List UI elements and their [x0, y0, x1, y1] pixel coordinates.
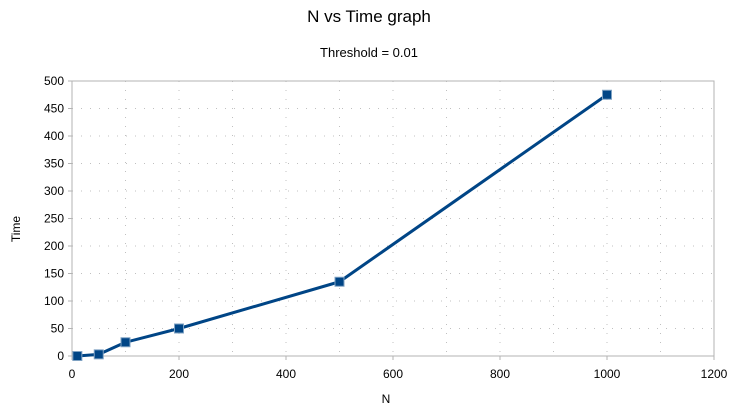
x-tick-label: 800	[490, 367, 510, 381]
x-tick-label: 0	[69, 367, 76, 381]
data-point-marker	[174, 323, 184, 334]
data-point-marker	[72, 351, 83, 361]
y-tick-label: 250	[44, 212, 64, 226]
axis-ticks: 0 200 400 600 800 1000 1200 0 50 100 150 200 250 300 3…	[44, 74, 728, 381]
chart-subtitle: Threshold = 0.01	[320, 45, 418, 60]
data-point-marker	[93, 349, 104, 360]
data-point-marker	[120, 337, 131, 348]
data-point-marker	[334, 276, 345, 287]
x-tick-label: 1200	[701, 367, 728, 381]
data-point-marker	[602, 89, 612, 100]
y-tick-label: 0	[57, 349, 64, 363]
x-tick-label: 600	[383, 367, 403, 381]
plot-area	[71, 80, 715, 357]
y-tick-label: 150	[44, 267, 64, 281]
y-tick-label: 50	[51, 322, 65, 336]
x-tick-label: 200	[169, 367, 189, 381]
series-group	[72, 89, 612, 361]
y-tick-label: 300	[44, 184, 64, 198]
x-tick-label: 1000	[594, 367, 621, 381]
x-tick-label: 400	[276, 367, 296, 381]
chart-title: N vs Time graph	[307, 7, 431, 26]
x-axis-title: N	[382, 392, 391, 406]
grid	[72, 81, 714, 356]
series-line	[77, 93, 608, 358]
y-tick-label: 200	[44, 239, 64, 253]
y-tick-label: 450	[44, 102, 64, 116]
y-tick-label: 500	[44, 74, 64, 88]
y-tick-label: 100	[44, 294, 64, 308]
y-tick-label: 400	[44, 129, 64, 143]
y-tick-label: 350	[44, 157, 64, 171]
y-axis-title: Time	[9, 216, 23, 243]
